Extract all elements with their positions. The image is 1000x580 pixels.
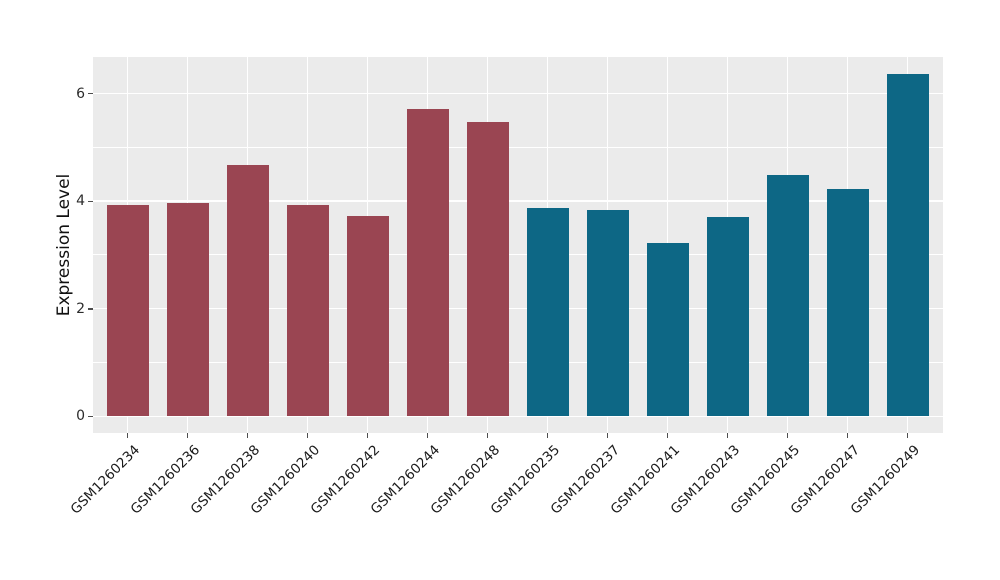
x-tick-mark (426, 433, 429, 438)
y-tick-label: 2 (76, 300, 85, 317)
x-tick-mark (846, 433, 849, 438)
x-tick-mark (186, 433, 189, 438)
plot-panel (93, 57, 943, 433)
x-tick-mark (126, 433, 129, 438)
y-tick-mark (88, 200, 93, 203)
y-tick-mark (88, 93, 93, 95)
gridline-horizontal-major (93, 200, 943, 202)
y-tick-mark (88, 308, 93, 310)
x-tick-mark (486, 433, 489, 438)
x-tick-mark (606, 433, 609, 438)
gridline-horizontal-minor (93, 146, 943, 148)
x-tick-mark (546, 433, 549, 438)
bar-GSM1260236 (166, 203, 209, 417)
x-tick-mark (726, 433, 729, 438)
bar-GSM1260242 (346, 215, 389, 417)
bar-GSM1260240 (286, 205, 329, 417)
gridline-horizontal-minor (93, 362, 943, 364)
gridline-horizontal-major (93, 92, 943, 95)
gridline-horizontal-major (93, 307, 943, 310)
bar-GSM1260243 (706, 216, 749, 417)
x-tick-mark (786, 433, 789, 438)
bar-GSM1260234 (106, 205, 149, 417)
y-tick-mark (88, 415, 93, 418)
x-tick-mark (306, 433, 309, 438)
bar-GSM1260241 (646, 242, 689, 417)
bar-GSM1260244 (406, 109, 449, 417)
bar-GSM1260248 (466, 122, 509, 417)
y-tick-label: 4 (76, 193, 85, 210)
y-tick-label: 0 (76, 408, 85, 425)
bar-GSM1260237 (586, 210, 629, 417)
bar-GSM1260249 (886, 74, 929, 417)
bar-GSM1260245 (766, 175, 809, 417)
x-tick-mark (666, 433, 669, 438)
gridline-horizontal-major (93, 415, 943, 418)
bar-GSM1260247 (826, 189, 869, 417)
gridline-horizontal-minor (93, 254, 943, 256)
bar-GSM1260235 (526, 208, 569, 417)
x-tick-mark (246, 433, 249, 438)
bar-GSM1260238 (226, 165, 269, 417)
y-tick-label: 6 (76, 85, 85, 102)
x-tick-mark (906, 433, 909, 438)
x-tick-mark (366, 433, 369, 438)
